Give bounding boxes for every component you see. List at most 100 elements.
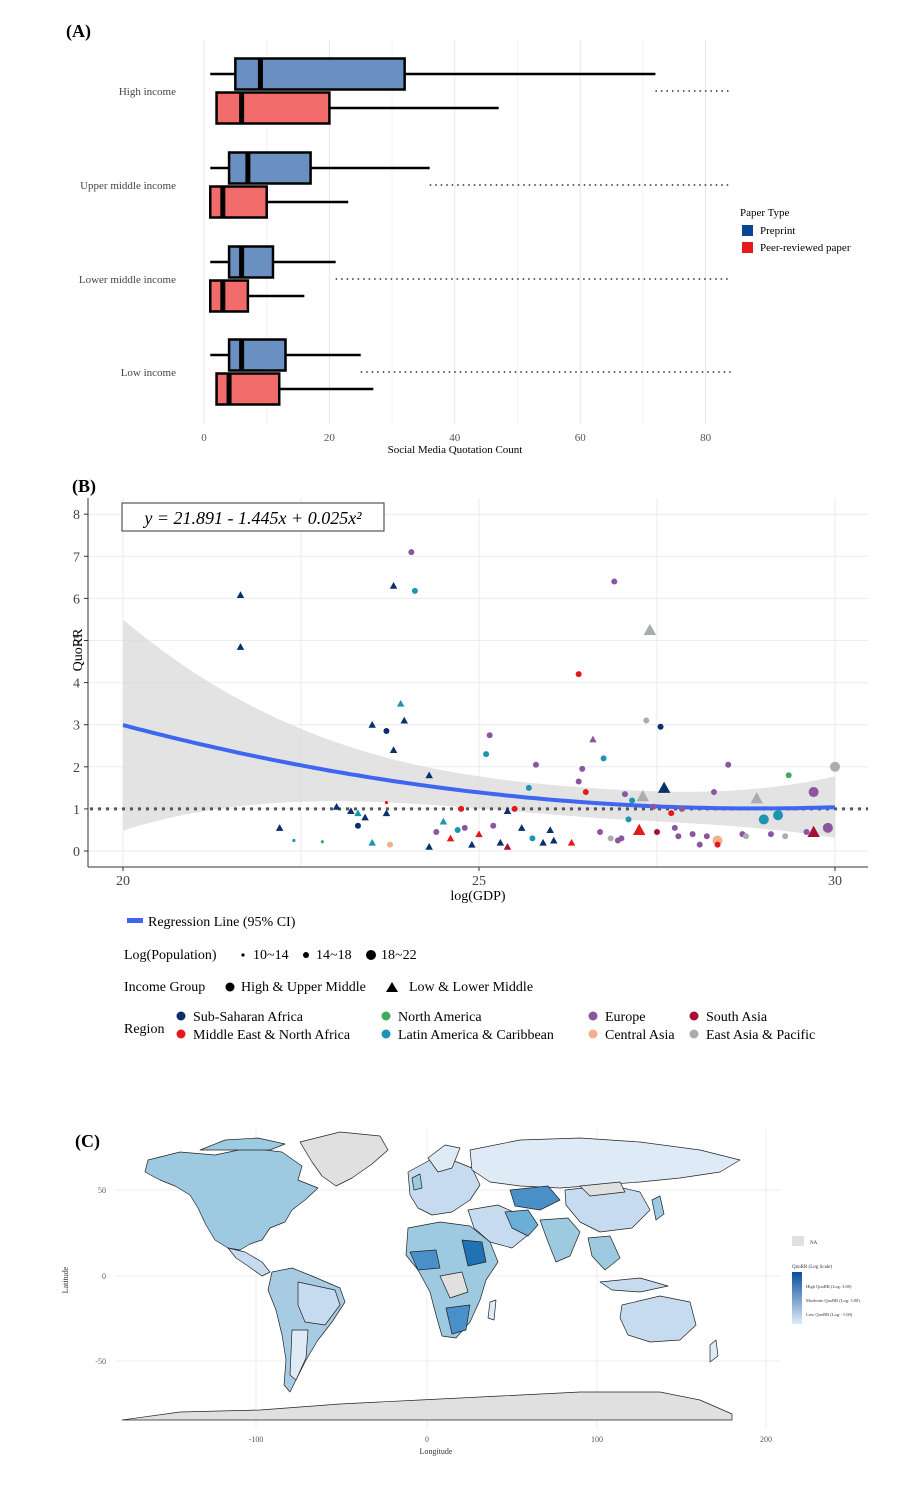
data-point <box>618 835 625 842</box>
madagascar <box>487 1299 497 1321</box>
japan <box>651 1195 665 1221</box>
data-point <box>625 816 632 823</box>
regression-legend-swatch <box>127 918 143 923</box>
panel-a-boxplot: (A) High income Upper middle income Lower … <box>66 21 851 456</box>
equation-box-frame <box>121 502 385 532</box>
data-point <box>703 833 710 840</box>
data-point <box>600 755 607 762</box>
data-point <box>387 841 393 848</box>
income-level-2: Low & Lower Middle <box>409 980 533 995</box>
data-point <box>292 838 296 843</box>
scandinavia <box>427 1144 461 1173</box>
map-legend-moderate: Moderate QuoRR (Log: 3.00) <box>806 1298 860 1303</box>
data-point <box>657 781 671 793</box>
kazakhstan <box>509 1185 561 1211</box>
region-legend-label: Central Asia <box>605 1028 675 1043</box>
map-x-tick-1: -100 <box>249 1435 264 1444</box>
map-x-tick-4: 200 <box>760 1435 772 1444</box>
region-legend-label: Latin America & Caribbean <box>398 1028 554 1043</box>
income-legend-title: Income Group <box>124 980 205 995</box>
data-point <box>714 841 721 848</box>
data-point <box>439 817 448 825</box>
data-point <box>490 822 497 829</box>
data-point <box>503 843 512 850</box>
box <box>215 372 281 406</box>
data-point <box>529 835 536 842</box>
data-point <box>332 803 341 810</box>
data-point <box>575 671 582 678</box>
data-point <box>657 723 664 730</box>
data-point <box>575 778 582 785</box>
data-point <box>589 735 597 743</box>
data-point <box>750 792 763 804</box>
data-point <box>712 835 723 846</box>
region-legend-label: Sub-Saharan Africa <box>193 1010 304 1025</box>
income-high-symbol <box>225 982 235 992</box>
drc <box>439 1271 469 1299</box>
australia <box>619 1295 697 1343</box>
data-point <box>539 838 547 846</box>
map-legend: NA QuoRR (Log Scale) High QuoRR (Log: 3.… <box>792 1236 860 1324</box>
category-label: Lower middle income <box>79 274 176 286</box>
map-x-tick-2: 0 <box>425 1435 429 1444</box>
region-legend-swatch <box>176 1029 186 1039</box>
map-y-axis-label: Latitude <box>61 1266 70 1293</box>
y-tick-label: 3 <box>73 719 80 734</box>
data-point <box>496 838 505 846</box>
region-legend-title: Region <box>124 1022 164 1037</box>
regression-legend-label: Regression Line (95% CI) <box>148 915 296 930</box>
legend-peer-label: Peer-reviewed paper <box>760 242 851 254</box>
data-point <box>767 831 774 838</box>
greenland <box>299 1131 389 1187</box>
map-x-tick-3: 100 <box>591 1435 603 1444</box>
income-level-1: High & Upper Middle <box>241 980 366 995</box>
panel-a-x-ticks: 0 20 40 60 80 <box>201 432 711 444</box>
map-legend-na-swatch <box>792 1236 804 1246</box>
antarctica <box>121 1391 733 1421</box>
data-point <box>822 822 833 833</box>
data-point <box>773 810 784 821</box>
data-point <box>567 838 576 846</box>
data-point <box>384 800 389 805</box>
map-y-tick-2: 0 <box>102 1272 106 1281</box>
data-point <box>361 813 369 821</box>
data-point <box>236 591 245 599</box>
y-tick-label: 2 <box>73 761 80 776</box>
data-point <box>400 716 408 724</box>
panel-b-letter: (B) <box>72 476 96 497</box>
region-legend-swatch <box>381 1029 391 1039</box>
iran <box>504 1209 539 1237</box>
data-point <box>611 578 618 585</box>
west-africa <box>409 1249 441 1271</box>
region-legend-label: South Asia <box>706 1010 768 1025</box>
legend-peer-swatch <box>742 242 753 253</box>
category-label: Low income <box>121 367 176 379</box>
data-point <box>475 830 483 838</box>
data-point <box>446 834 455 842</box>
panel-a-boxes <box>209 57 656 406</box>
uk <box>411 1173 423 1191</box>
data-point <box>483 751 490 758</box>
north-america <box>144 1147 319 1251</box>
data-point <box>382 809 391 817</box>
region-legend-label: North America <box>398 1010 482 1025</box>
equation-text: y = 21.891 - 1.445x + 0.025x² <box>142 508 362 528</box>
confidence-band <box>123 619 835 838</box>
data-point <box>807 825 820 838</box>
sudan <box>461 1239 487 1267</box>
population-large-symbol <box>366 950 376 960</box>
panel-c-letter: (C) <box>75 1131 100 1152</box>
population-small-symbol <box>241 953 245 957</box>
south-asia <box>539 1217 581 1263</box>
legend-preprint-swatch <box>742 225 753 236</box>
panel-a-x-axis-label: Social Media Quotation Count <box>388 444 523 456</box>
data-point <box>808 787 819 798</box>
panel-b-scatter: (B) 0 1 2 3 4 5 6 7 8 20 25 30 QuoRR log(GDP) y = 2… <box>71 476 868 1043</box>
data-point <box>433 829 440 836</box>
data-point <box>689 831 696 838</box>
region-legend-label: Middle East & North Africa <box>193 1028 351 1043</box>
data-point <box>389 746 398 753</box>
data-point <box>710 789 717 796</box>
box <box>227 245 275 279</box>
data-point <box>461 824 468 831</box>
